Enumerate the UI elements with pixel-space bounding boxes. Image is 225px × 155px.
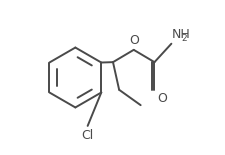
Text: NH: NH [171,28,189,41]
Text: Cl: Cl [81,129,93,142]
Text: 2: 2 [180,34,186,43]
Text: O: O [157,92,167,105]
Text: O: O [128,34,138,47]
